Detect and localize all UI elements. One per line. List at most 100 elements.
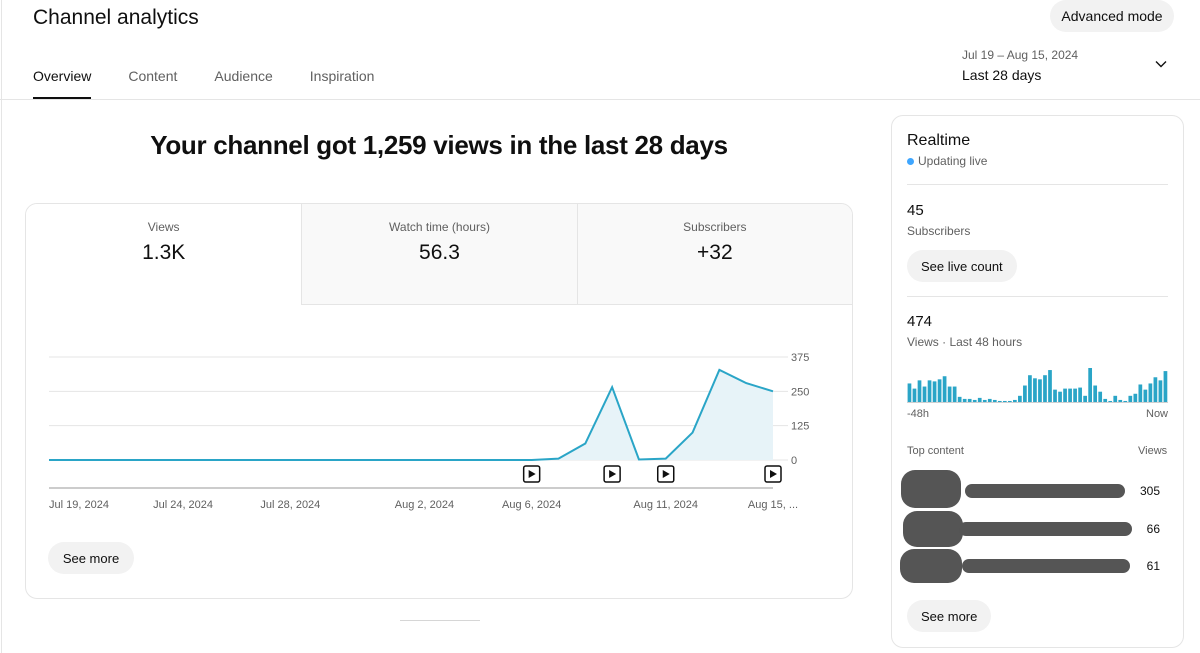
redacted-title: [959, 522, 1132, 536]
advanced-mode-button[interactable]: Advanced mode: [1050, 0, 1174, 32]
axis-end-label: Now: [1146, 408, 1169, 420]
date-range-label: Last 28 days: [962, 67, 1042, 83]
metric-watch-time[interactable]: Watch time (hours) 56.3: [301, 204, 577, 305]
realtime-bar: [962, 398, 967, 402]
x-tick-label: Jul 19, 2024: [49, 499, 109, 511]
chevron-down-icon[interactable]: [1155, 58, 1167, 70]
live-status-text: Updating live: [918, 154, 988, 168]
y-tick-label: 250: [791, 386, 809, 398]
y-tick-label: 375: [791, 352, 809, 364]
realtime-bar: [1113, 395, 1118, 402]
metric-value: 56.3: [419, 241, 460, 264]
realtime-bar: [1013, 399, 1017, 402]
x-tick-label: Aug 15, ...: [748, 499, 798, 511]
realtime-bar: [1108, 400, 1113, 402]
x-tick-label: Aug 2, 2024: [395, 499, 454, 511]
realtime-bar: [932, 381, 937, 402]
metric-subscribers[interactable]: Subscribers +32: [576, 204, 852, 305]
row-views: 61: [1146, 559, 1160, 573]
redacted-thumbnail: [901, 470, 961, 508]
left-border: [1, 0, 2, 653]
redacted-thumbnail: [900, 549, 962, 583]
realtime-bar: [1158, 380, 1163, 402]
realtime-bar: [1033, 378, 1037, 402]
realtime-bar: [967, 398, 972, 402]
metric-views[interactable]: Views 1.3K: [26, 204, 302, 305]
realtime-bar: [1138, 384, 1143, 402]
realtime-bar: [1163, 371, 1168, 402]
realtime-bar: [1143, 389, 1148, 402]
realtime-bar: [917, 380, 922, 402]
realtime-bar: [1002, 400, 1007, 402]
see-more-button[interactable]: See more: [48, 542, 134, 574]
divider: [907, 184, 1168, 185]
tab-audience[interactable]: Audience: [214, 68, 273, 84]
realtime-bar: [922, 386, 927, 402]
views-count: 474: [907, 313, 933, 330]
top-content-label: Top content: [907, 445, 964, 457]
redacted-thumbnail: [903, 511, 963, 547]
y-tick-label: 0: [791, 455, 797, 467]
realtime-bar: [1023, 385, 1027, 402]
area-fill: [49, 369, 773, 460]
realtime-bar: [987, 398, 992, 402]
tab-inspiration[interactable]: Inspiration: [309, 68, 375, 84]
realtime-bar: [952, 386, 957, 402]
play-icon: [609, 470, 617, 478]
realtime-bar: [1123, 400, 1128, 402]
x-tick-label: Jul 28, 2024: [260, 499, 320, 511]
date-range-dates: Jul 19 – Aug 15, 2024: [962, 48, 1079, 62]
realtime-title: Realtime: [907, 132, 971, 149]
realtime-bar: [1118, 399, 1123, 402]
realtime-bar: [1088, 368, 1093, 402]
realtime-bar: [1098, 391, 1103, 402]
play-icon: [662, 470, 670, 478]
realtime-bar: [977, 397, 982, 402]
realtime-bar: [927, 380, 932, 402]
x-tick-label: Aug 11, 2024: [633, 499, 698, 511]
live-status: Updating live: [907, 154, 987, 168]
realtime-bar: [1018, 395, 1022, 402]
divider: [907, 296, 1168, 297]
views-chart: 375 250 125 0 Jul 19, 2024 Jul 24, 2024 Jul 28…: [48, 352, 809, 511]
scroll-indicator: [400, 620, 480, 621]
bar-chart-baseline: [907, 402, 1168, 403]
realtime-bar: [1038, 379, 1042, 402]
tab-overview[interactable]: Overview: [33, 68, 92, 99]
metric-tabs: Views 1.3K Watch time (hours) 56.3 Subsc…: [26, 204, 852, 305]
views-label: Views · Last 48 hours: [907, 335, 1023, 349]
realtime-bar: [1153, 377, 1158, 402]
tab-bar: Overview Content Audience Inspiration: [33, 68, 411, 99]
realtime-bar: [1093, 385, 1098, 402]
y-tick-label: 125: [791, 421, 809, 433]
play-icon: [528, 470, 536, 478]
headline: Your channel got 1,259 views in the last…: [150, 130, 728, 160]
series-line: [49, 368, 774, 461]
realtime-bar: [1063, 388, 1067, 402]
realtime-bar: [1073, 388, 1077, 402]
tab-content[interactable]: Content: [128, 68, 178, 84]
overview-card: Views 1.3K Watch time (hours) 56.3 Subsc…: [25, 203, 853, 599]
realtime-bar: [1078, 387, 1082, 402]
realtime-bar: [1053, 389, 1057, 402]
realtime-bar: [982, 399, 987, 402]
subscriber-label: Subscribers: [907, 224, 971, 238]
realtime-bar: [942, 376, 947, 402]
date-range-picker[interactable]: Jul 19 – Aug 15, 2024 Last 28 days: [962, 48, 1078, 83]
realtime-bar: [1048, 370, 1052, 402]
redacted-title: [962, 559, 1130, 573]
live-dot-icon: [907, 157, 914, 165]
realtime-bar: [1043, 375, 1047, 402]
subscriber-count: 45: [907, 202, 924, 219]
realtime-bar: [1068, 388, 1072, 402]
metric-label: Watch time (hours): [389, 220, 490, 234]
see-live-count-button[interactable]: See live count: [907, 250, 1017, 282]
realtime-bar: [1083, 395, 1087, 402]
see-more-button[interactable]: See more: [907, 600, 992, 632]
header-divider: [0, 99, 1200, 100]
realtime-bar: [1103, 398, 1108, 402]
metric-label: Subscribers: [683, 220, 747, 234]
page-title: Channel analytics: [33, 6, 199, 29]
metric-value: 1.3K: [142, 241, 186, 264]
realtime-bar: [937, 379, 942, 402]
